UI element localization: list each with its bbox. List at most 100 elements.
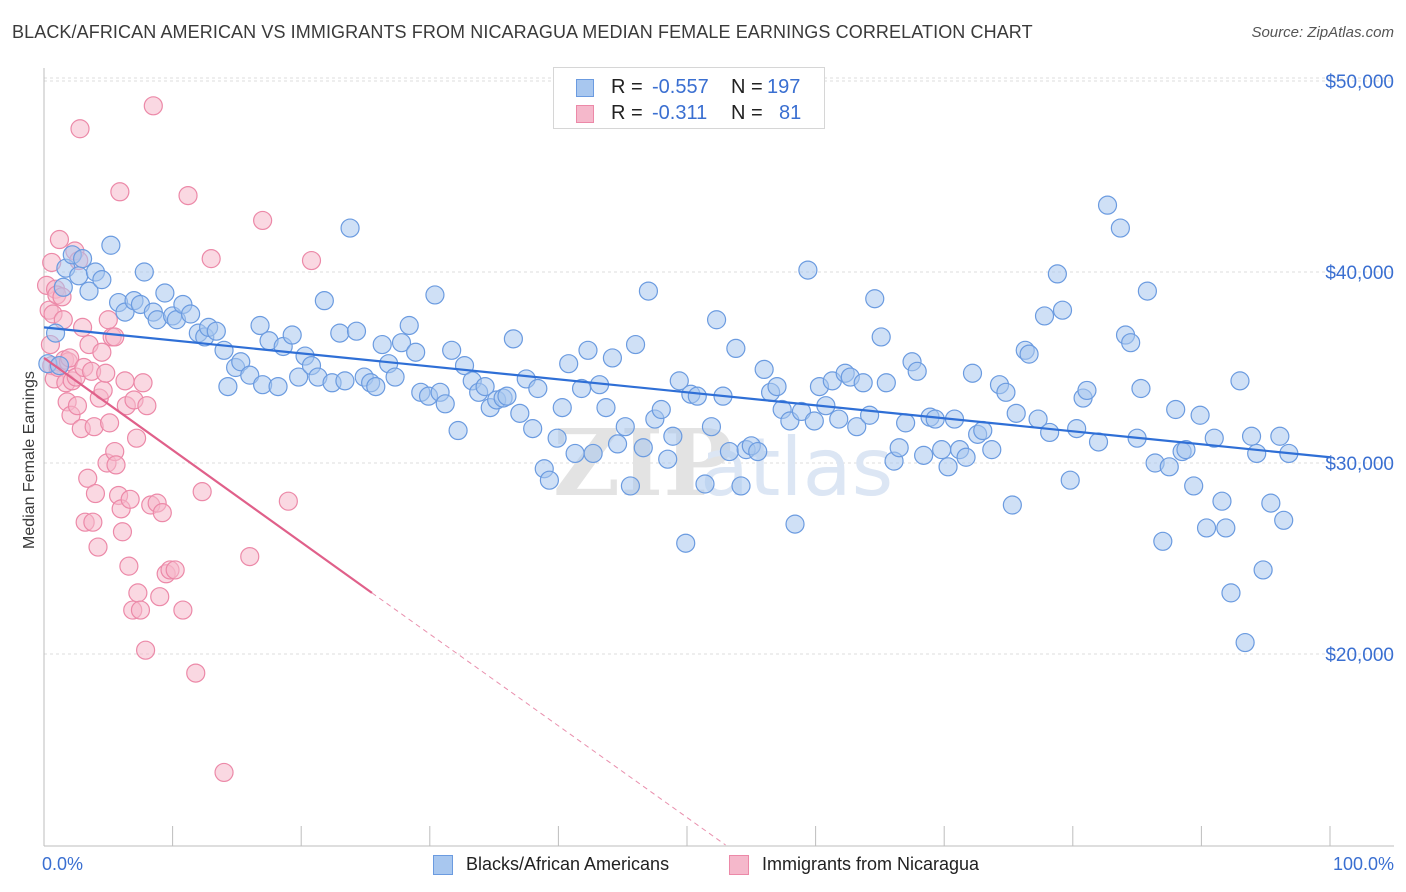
n-value: 81 — [779, 102, 802, 124]
point-nicaragua — [135, 640, 156, 660]
point-blacks — [785, 514, 805, 534]
point-blacks — [69, 266, 89, 286]
point-blacks — [53, 277, 73, 297]
point-blacks — [956, 447, 976, 467]
point-blacks — [206, 321, 226, 341]
point-blacks — [92, 270, 112, 290]
point-blacks — [860, 405, 880, 425]
point-blacks — [651, 399, 671, 420]
point-blacks — [798, 260, 818, 280]
point-blacks — [1097, 195, 1118, 215]
point-blacks — [442, 340, 462, 360]
trend-line-blacks — [43, 326, 1331, 459]
point-blacks — [1216, 518, 1236, 538]
point-nicaragua — [214, 762, 234, 783]
x-tick-label-max: 100.0% — [1333, 854, 1394, 874]
point-blacks — [268, 377, 288, 397]
point-nicaragua — [165, 560, 185, 580]
x-tick-label-min: 0.0% — [42, 854, 83, 874]
point-blacks — [847, 417, 867, 437]
point-blacks — [695, 474, 715, 494]
point-blacks — [638, 281, 659, 301]
axes — [43, 68, 1394, 847]
point-blacks — [726, 338, 746, 358]
point-nicaragua — [137, 396, 157, 416]
point-blacks — [1110, 218, 1130, 238]
point-blacks — [559, 354, 579, 374]
point-blacks — [1131, 378, 1151, 399]
point-blacks — [1121, 333, 1141, 353]
r-label: R = — [611, 76, 643, 98]
point-nicaragua — [201, 249, 221, 269]
point-blacks — [578, 340, 598, 360]
n-label: N = — [731, 76, 763, 98]
chart-title: BLACK/AFRICAN AMERICAN VS IMMIGRANTS FRO… — [12, 22, 1033, 42]
point-blacks — [218, 377, 238, 397]
point-nicaragua — [126, 428, 147, 448]
point-blacks — [1052, 300, 1073, 320]
point-blacks — [134, 262, 154, 282]
point-blacks — [1221, 583, 1241, 603]
point-nicaragua — [72, 317, 93, 337]
point-blacks — [1230, 371, 1250, 391]
point-nicaragua — [96, 363, 116, 383]
point-blacks — [385, 367, 405, 387]
legend-pink-swatch-icon — [729, 855, 749, 875]
point-blacks — [1006, 403, 1026, 423]
point-blacks — [475, 377, 495, 397]
point-blacks — [1184, 476, 1204, 496]
point-nicaragua — [192, 482, 212, 502]
point-blacks — [1088, 432, 1109, 452]
point-blacks — [829, 409, 849, 429]
point-blacks — [565, 443, 585, 464]
point-blacks — [1274, 510, 1294, 530]
point-blacks — [633, 438, 653, 458]
n-value: 197 — [767, 76, 801, 98]
point-blacks — [669, 371, 689, 391]
point-blacks — [340, 218, 360, 238]
tick-labels: $20,000 $30,000 $40,000 $50,000 0.0% 100.0% — [42, 72, 1394, 874]
point-blacks — [1204, 428, 1224, 448]
point-blacks — [938, 457, 958, 477]
point-blacks — [687, 386, 707, 406]
point-nicaragua — [178, 186, 198, 206]
point-blacks — [330, 323, 350, 343]
point-blacks — [1019, 344, 1039, 364]
point-blacks — [625, 334, 646, 355]
point-blacks — [602, 348, 623, 368]
point-blacks — [932, 440, 952, 460]
point-blacks — [996, 382, 1016, 402]
point-blacks — [701, 417, 722, 437]
point-nicaragua — [110, 182, 130, 202]
point-nicaragua — [98, 310, 118, 330]
point-blacks — [1034, 306, 1055, 326]
y-tick-label-50000: $50,000 — [1325, 72, 1394, 93]
point-nicaragua — [115, 371, 135, 391]
r-label: R = — [611, 102, 643, 124]
point-blacks — [391, 333, 412, 353]
point-blacks — [231, 352, 251, 372]
point-blacks — [552, 398, 572, 418]
point-blacks — [982, 440, 1002, 460]
point-nicaragua — [253, 210, 273, 231]
point-blacks — [406, 342, 426, 362]
point-blacks — [448, 420, 468, 441]
point-blacks — [155, 283, 175, 303]
legend-blue-swatch-icon — [433, 855, 453, 875]
point-blacks — [973, 420, 993, 441]
point-nicaragua — [99, 413, 120, 433]
point-blacks — [503, 329, 523, 349]
point-blacks — [1077, 380, 1097, 401]
source-label: Source: ZipAtlas.com — [1251, 24, 1394, 41]
point-blacks — [962, 363, 983, 383]
point-blacks — [250, 315, 270, 336]
point-nicaragua — [150, 587, 170, 607]
point-blacks — [372, 334, 392, 355]
point-nicaragua — [130, 600, 151, 620]
point-blacks — [853, 373, 873, 393]
point-blacks — [571, 378, 592, 399]
point-blacks — [1002, 495, 1022, 515]
point-blacks — [754, 359, 774, 380]
point-blacks — [907, 361, 927, 381]
